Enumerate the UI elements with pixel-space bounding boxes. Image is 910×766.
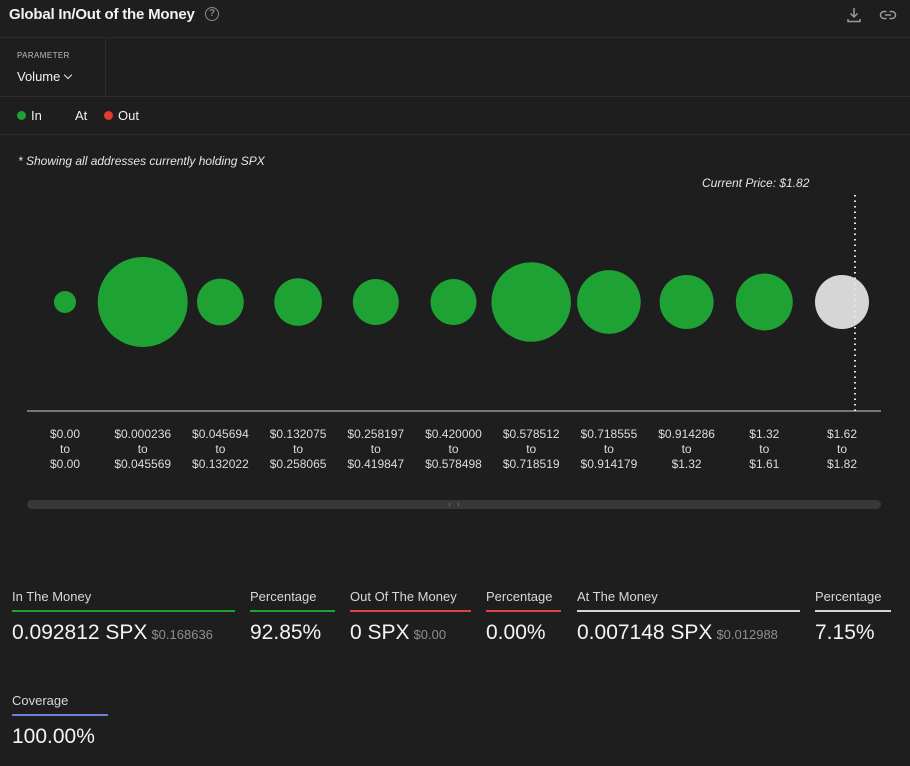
bubble-in[interactable] xyxy=(274,278,322,326)
bubble-in[interactable] xyxy=(735,273,793,331)
stat-label: Out Of The Money xyxy=(350,589,471,612)
legend-dot-out xyxy=(104,111,113,120)
bubble-in[interactable] xyxy=(577,270,641,334)
stat-label: Percentage xyxy=(815,589,891,612)
range-connector-label: to xyxy=(604,442,614,456)
parameter-selector[interactable]: PARAMETER Volume xyxy=(0,39,106,97)
current-price-label: Current Price: $1.82 xyxy=(702,176,810,190)
stat-value: 0.00% xyxy=(486,621,546,644)
bubble-in[interactable] xyxy=(53,290,77,314)
bucket-range-label: $0.045694 xyxy=(192,427,249,441)
stat-label: At The Money xyxy=(577,589,800,612)
bubble-in[interactable] xyxy=(352,279,399,325)
legend-bar: In At Out xyxy=(0,97,910,135)
bucket-range-label: $0.00 xyxy=(50,457,80,471)
chevron-down-icon xyxy=(64,70,73,80)
bucket-range-label: $0.420000 xyxy=(425,427,482,441)
bubble-chart: $0.00to$0.00$0.000236to$0.045569$0.04569… xyxy=(27,195,881,471)
help-icon[interactable]: ? xyxy=(205,7,219,21)
horizontal-scrollbar[interactable] xyxy=(27,500,881,509)
stat-value: 100.00% xyxy=(12,725,95,748)
legend-item-in[interactable]: In xyxy=(17,108,42,123)
chart-note: * Showing all addresses currently holdin… xyxy=(18,154,265,168)
bubble-in[interactable] xyxy=(430,279,477,325)
range-connector-label: to xyxy=(293,442,303,456)
stat-at-the-money: At The Money 0.007148 SPX $0.012988 xyxy=(577,589,800,645)
parameter-label: PARAMETER xyxy=(17,51,70,60)
range-connector-label: to xyxy=(837,442,847,456)
bubble-at[interactable] xyxy=(815,275,869,329)
stat-value: 0.007148 SPX $0.012988 xyxy=(577,621,778,644)
bucket-range-label: $1.62 xyxy=(827,427,857,441)
stat-label: Percentage xyxy=(486,589,561,612)
bucket-range-label: $1.32 xyxy=(672,457,702,471)
download-icon[interactable] xyxy=(845,6,863,24)
bubble-in[interactable] xyxy=(197,278,244,326)
range-connector-label: to xyxy=(138,442,148,456)
range-connector-label: to xyxy=(215,442,225,456)
range-connector-label: to xyxy=(60,442,70,456)
bucket-range-label: $0.258065 xyxy=(270,457,327,471)
range-connector-label: to xyxy=(759,442,769,456)
parameter-dropdown[interactable]: Volume xyxy=(17,69,73,84)
stat-coverage: Coverage 100.00% xyxy=(12,693,108,749)
stat-value: 7.15% xyxy=(815,621,875,644)
link-icon[interactable] xyxy=(879,6,897,24)
stat-in-percentage: Percentage 92.85% xyxy=(250,589,335,645)
header-bar: Global In/Out of the Money ? xyxy=(0,0,910,38)
stat-usd-value: $0.012988 xyxy=(716,627,778,642)
stat-label: In The Money xyxy=(12,589,235,612)
legend-item-out[interactable]: Out xyxy=(104,108,139,123)
bucket-range-label: $1.82 xyxy=(827,457,857,471)
bucket-range-label: $0.718555 xyxy=(581,427,638,441)
bucket-range-label: $1.32 xyxy=(749,427,779,441)
bucket-range-label: $0.132075 xyxy=(270,427,327,441)
bucket-range-label: $1.61 xyxy=(749,457,779,471)
stat-usd-value: $0.00 xyxy=(413,627,447,642)
stat-value: 0 SPX $0.00 xyxy=(350,621,447,644)
stat-out-of-the-money: Out Of The Money 0 SPX $0.00 xyxy=(350,589,471,645)
scroll-grip-icon[interactable] xyxy=(449,503,459,506)
bucket-range-label: $0.718519 xyxy=(503,457,560,471)
range-connector-label: to xyxy=(371,442,381,456)
stat-usd-value: $0.168636 xyxy=(151,627,213,642)
stat-label: Coverage xyxy=(12,693,108,716)
bubble-in[interactable] xyxy=(491,262,571,342)
stat-value: 92.85% xyxy=(250,621,322,644)
stat-value: 0.092812 SPX $0.168636 xyxy=(12,621,213,644)
stat-label: Percentage xyxy=(250,589,335,612)
bubble-in[interactable] xyxy=(97,257,188,347)
parameter-bar: PARAMETER Volume xyxy=(0,39,910,97)
range-connector-label: to xyxy=(682,442,692,456)
bucket-range-label: $0.419847 xyxy=(347,457,404,471)
page-title: Global In/Out of the Money xyxy=(9,6,195,23)
stat-at-percentage: Percentage 7.15% xyxy=(815,589,891,645)
legend-dot-in xyxy=(17,111,26,120)
bucket-range-label: $0.132022 xyxy=(192,457,249,471)
range-connector-label: to xyxy=(526,442,536,456)
stat-in-the-money: In The Money 0.092812 SPX $0.168636 xyxy=(12,589,235,645)
stat-out-percentage: Percentage 0.00% xyxy=(486,589,561,645)
bucket-range-label: $0.00 xyxy=(50,427,80,441)
bucket-range-label: $0.578498 xyxy=(425,457,482,471)
parameter-value: Volume xyxy=(17,69,61,84)
bubble-in[interactable] xyxy=(659,275,714,329)
bucket-range-label: $0.000236 xyxy=(114,427,171,441)
bucket-range-label: $0.578512 xyxy=(503,427,560,441)
bucket-range-label: $0.258197 xyxy=(347,427,404,441)
bucket-range-label: $0.914179 xyxy=(581,457,638,471)
bucket-range-label: $0.914286 xyxy=(658,427,715,441)
legend-item-at[interactable]: At xyxy=(75,108,88,123)
range-connector-label: to xyxy=(448,442,458,456)
bucket-range-label: $0.045569 xyxy=(114,457,171,471)
